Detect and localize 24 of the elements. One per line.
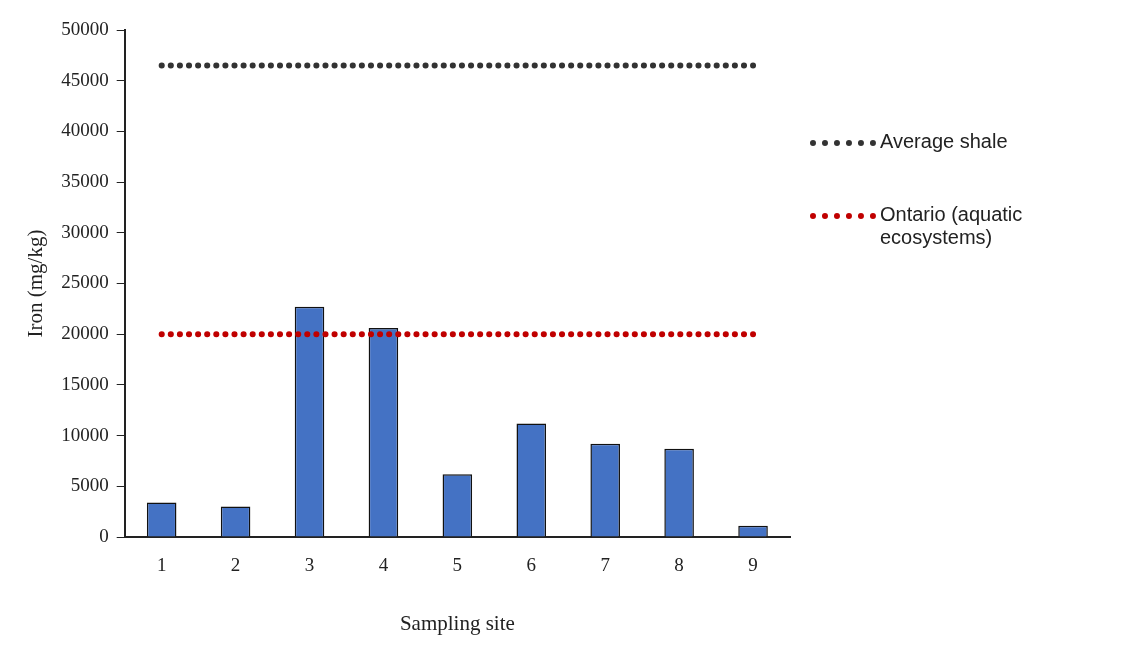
x-tick-label: 9 <box>748 554 758 576</box>
x-tick-label: 1 <box>156 554 167 576</box>
y-tick-label: 40000 <box>61 119 109 141</box>
x-tick-label: 4 <box>378 554 389 576</box>
x-tick-label: 6 <box>526 554 537 576</box>
legend-label: Ontario (aquatic ecosystems) <box>880 203 1024 249</box>
x-tick-label: 7 <box>600 554 610 576</box>
y-tick-label: 5000 <box>70 474 109 496</box>
x-tick-label: 2 <box>230 554 241 576</box>
y-tick-label: 50000 <box>61 17 109 39</box>
legend-label: Average shale <box>880 130 1008 153</box>
x-axis-title: Sampling site <box>399 610 515 635</box>
y-tick-label: 20000 <box>61 322 109 344</box>
x-tick-label: 5 <box>452 554 463 576</box>
y-axis-title: Iron (mg/kg) <box>23 229 48 338</box>
y-tick-label: 0 <box>99 524 109 546</box>
y-tick-label: 30000 <box>61 220 109 242</box>
y-tick-label: 45000 <box>61 68 109 90</box>
y-tick-label: 15000 <box>61 372 109 394</box>
x-tick-label: 3 <box>304 554 315 576</box>
y-tick-label: 35000 <box>61 170 109 192</box>
y-tick-label: 10000 <box>61 423 109 445</box>
y-tick-label: 25000 <box>61 271 109 293</box>
x-tick-label: 8 <box>674 554 684 576</box>
